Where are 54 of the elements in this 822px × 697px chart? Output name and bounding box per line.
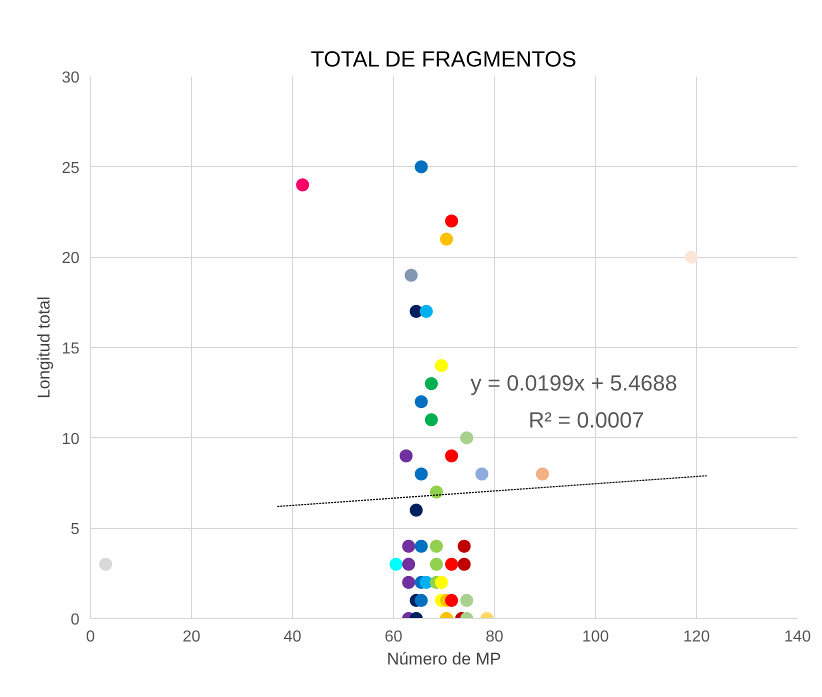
point [460,431,474,444]
x-tick-label: 20 [182,628,200,646]
point [434,576,448,589]
x-tick-label: 100 [582,628,609,646]
point [99,558,112,571]
y-tick-label: 5 [70,521,80,538]
point [402,558,416,571]
annotation: R² = 0.0007 [528,408,644,432]
point [430,486,443,499]
point [475,467,488,480]
point [414,540,428,553]
x-axis-title: Número de MP [386,650,502,668]
point [445,594,458,607]
point [420,304,433,318]
point [400,449,413,462]
y-tick-label: 10 [62,430,80,448]
y-axis-title: Longitud total [34,296,54,399]
point [458,540,471,553]
point [296,178,310,192]
y-tick-label: 15 [62,340,80,358]
x-tick-label: 120 [683,628,710,646]
point [445,449,458,462]
y-tick-label: 20 [62,250,80,268]
x-tick-label: 40 [284,628,302,646]
point [445,214,458,228]
x-tick-label: 140 [784,628,811,646]
point [410,504,423,517]
point [424,377,438,390]
point [424,413,438,426]
point [402,540,416,553]
point [402,576,416,589]
point [404,268,418,282]
point [440,232,454,246]
point [445,558,458,571]
point [536,467,549,480]
x-tick-label: 0 [86,628,96,646]
point [684,250,698,264]
point [430,540,443,553]
point [434,359,448,372]
annotation: y = 0.0199x + 5.4688 [470,370,678,396]
point [458,558,471,571]
point [390,558,403,571]
y-tick-label: 30 [62,70,80,86]
point [414,395,428,408]
point [430,558,443,571]
x-tick-label: 80 [486,628,504,646]
point [460,594,474,607]
y-tick-label: 0 [70,612,80,628]
point [414,160,428,174]
y-tick-label: 25 [62,160,80,177]
chart-title: TOTAL DE FRAGMENTOS [310,46,576,72]
point [414,594,428,607]
point [414,467,428,480]
x-tick-label: 60 [384,628,402,646]
